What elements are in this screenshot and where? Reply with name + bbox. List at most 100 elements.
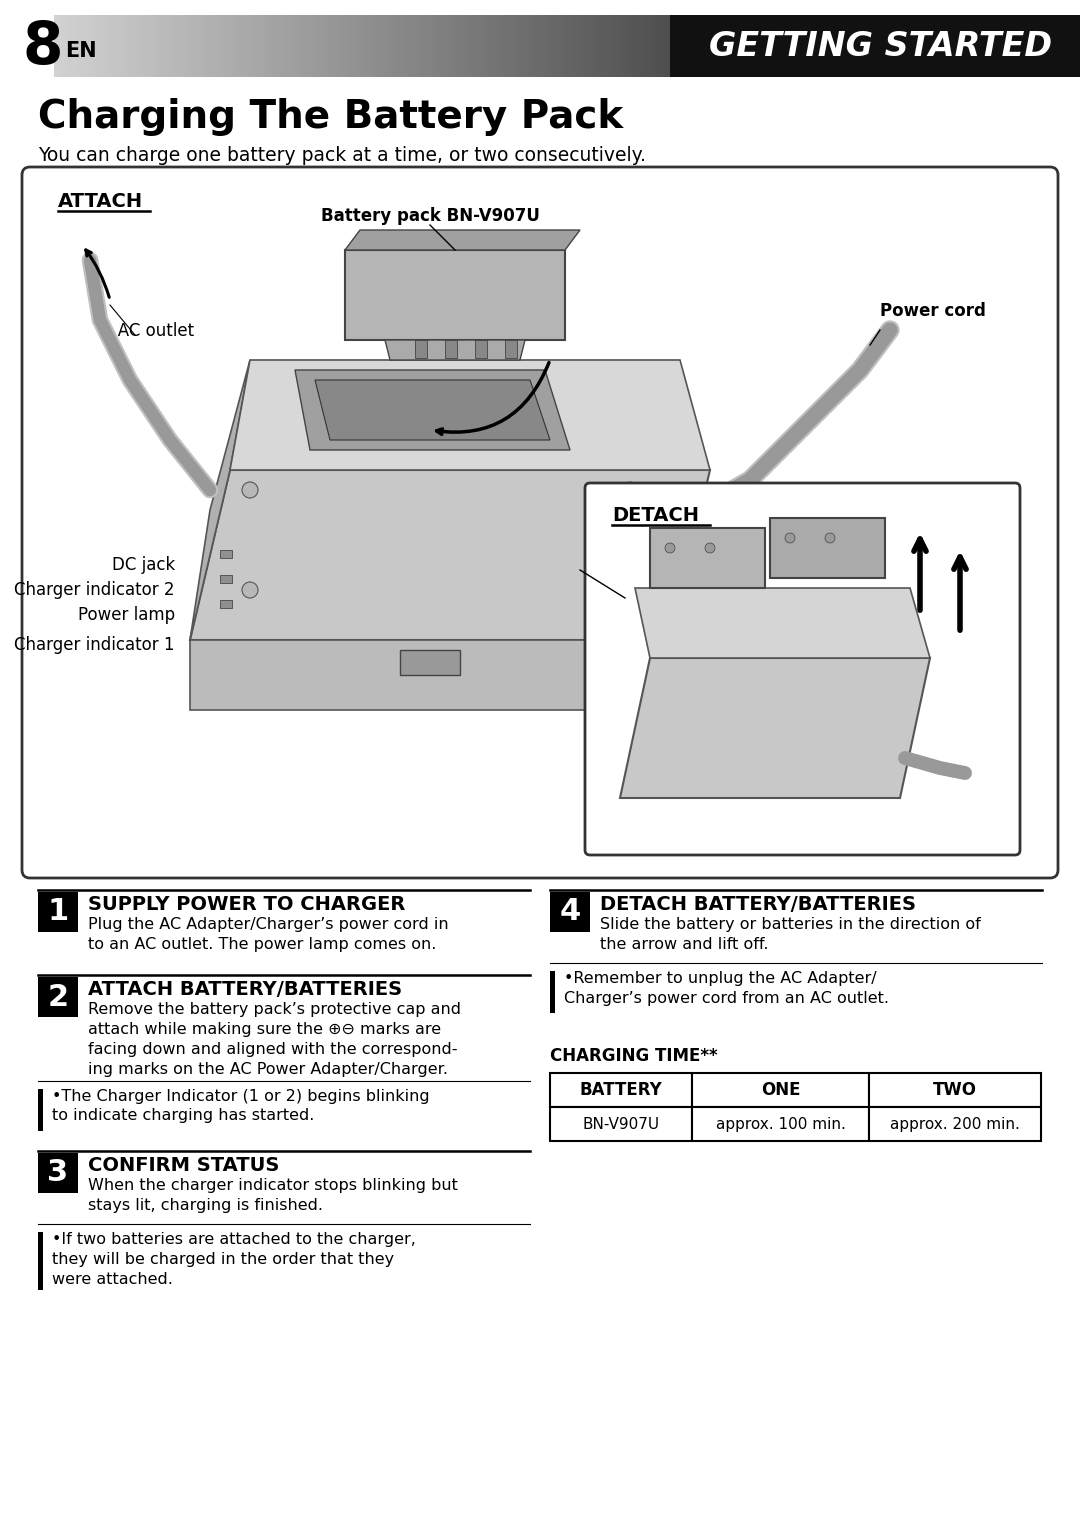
Circle shape — [242, 583, 258, 598]
Bar — [759, 15, 765, 77]
Bar — [1058, 15, 1063, 77]
Polygon shape — [190, 639, 670, 710]
Bar — [694, 15, 700, 77]
Bar — [478, 15, 484, 77]
Bar — [1066, 15, 1070, 77]
Bar — [432, 15, 436, 77]
Bar — [670, 15, 1080, 77]
Text: GETTING STARTED: GETTING STARTED — [708, 29, 1052, 63]
Bar — [875, 15, 879, 77]
Bar — [208, 15, 214, 77]
Bar — [184, 15, 188, 77]
Bar — [252, 15, 257, 77]
Bar — [335, 15, 339, 77]
Bar — [97, 15, 102, 77]
Polygon shape — [315, 380, 550, 440]
Bar — [51, 15, 55, 77]
Bar — [548, 15, 552, 77]
Bar — [122, 15, 127, 77]
Bar — [932, 15, 937, 77]
Bar — [656, 15, 660, 77]
Bar — [969, 15, 973, 77]
Bar — [990, 15, 995, 77]
Bar — [550, 972, 555, 1013]
Bar — [623, 15, 627, 77]
Bar — [802, 15, 808, 77]
Bar — [1040, 15, 1045, 77]
Bar — [108, 15, 112, 77]
Text: 4: 4 — [559, 897, 581, 926]
Bar — [72, 15, 77, 77]
Bar — [292, 15, 296, 77]
Bar — [392, 15, 397, 77]
Bar — [457, 15, 462, 77]
Bar — [54, 15, 58, 77]
Bar — [605, 15, 609, 77]
Bar — [227, 15, 231, 77]
Text: approx. 100 min.: approx. 100 min. — [716, 1118, 846, 1131]
Bar — [558, 15, 563, 77]
Bar — [360, 15, 365, 77]
Bar — [508, 15, 512, 77]
Text: 2: 2 — [48, 983, 68, 1012]
Polygon shape — [620, 658, 930, 799]
Bar — [961, 15, 966, 77]
Bar — [637, 15, 642, 77]
Bar — [997, 15, 1002, 77]
Bar — [550, 892, 590, 932]
Bar — [562, 15, 566, 77]
Text: Charging The Battery Pack: Charging The Battery Pack — [38, 98, 623, 136]
Text: Charger indicator 1: Charger indicator 1 — [14, 636, 175, 655]
Bar — [29, 15, 33, 77]
Bar — [869, 1107, 1041, 1142]
Bar — [921, 15, 927, 77]
Bar — [367, 15, 372, 77]
Bar — [349, 15, 354, 77]
Bar — [299, 15, 303, 77]
Bar — [893, 15, 897, 77]
Bar — [716, 15, 721, 77]
Text: Charger indicator 2: Charger indicator 2 — [14, 581, 175, 599]
Bar — [764, 15, 768, 77]
Bar — [90, 15, 95, 77]
Text: Remove the battery pack’s protective cap and
attach while making sure the ⊕⊖ mar: Remove the battery pack’s protective cap… — [87, 1003, 461, 1076]
Bar — [220, 575, 232, 583]
Bar — [1069, 15, 1074, 77]
Bar — [522, 15, 527, 77]
Bar — [144, 15, 149, 77]
Bar — [353, 15, 357, 77]
Bar — [148, 15, 152, 77]
Bar — [867, 15, 873, 77]
Bar — [943, 15, 948, 77]
Bar — [1055, 15, 1059, 77]
Bar — [400, 15, 404, 77]
Bar — [565, 15, 570, 77]
Bar — [1001, 15, 1005, 77]
Bar — [745, 15, 750, 77]
Bar — [76, 15, 80, 77]
Bar — [767, 15, 771, 77]
Bar — [140, 15, 145, 77]
Bar — [554, 15, 559, 77]
Bar — [302, 15, 307, 77]
Bar — [40, 15, 44, 77]
Text: ATTACH BATTERY/BATTERIES: ATTACH BATTERY/BATTERIES — [87, 980, 402, 1000]
Bar — [1008, 15, 1013, 77]
Bar — [475, 15, 480, 77]
Text: •The Charger Indicator (1 or 2) begins blinking
to indicate charging has started: •The Charger Indicator (1 or 2) begins b… — [52, 1088, 430, 1124]
Bar — [778, 15, 782, 77]
Bar — [356, 15, 361, 77]
Bar — [846, 15, 851, 77]
Bar — [645, 15, 649, 77]
Text: Power lamp: Power lamp — [78, 606, 175, 624]
Bar — [137, 15, 141, 77]
Polygon shape — [770, 518, 885, 578]
Bar — [818, 15, 822, 77]
Bar — [1026, 15, 1030, 77]
Bar — [270, 15, 274, 77]
Bar — [710, 15, 714, 77]
Bar — [756, 15, 760, 77]
Bar — [799, 15, 804, 77]
Bar — [630, 15, 635, 77]
Bar — [853, 15, 858, 77]
